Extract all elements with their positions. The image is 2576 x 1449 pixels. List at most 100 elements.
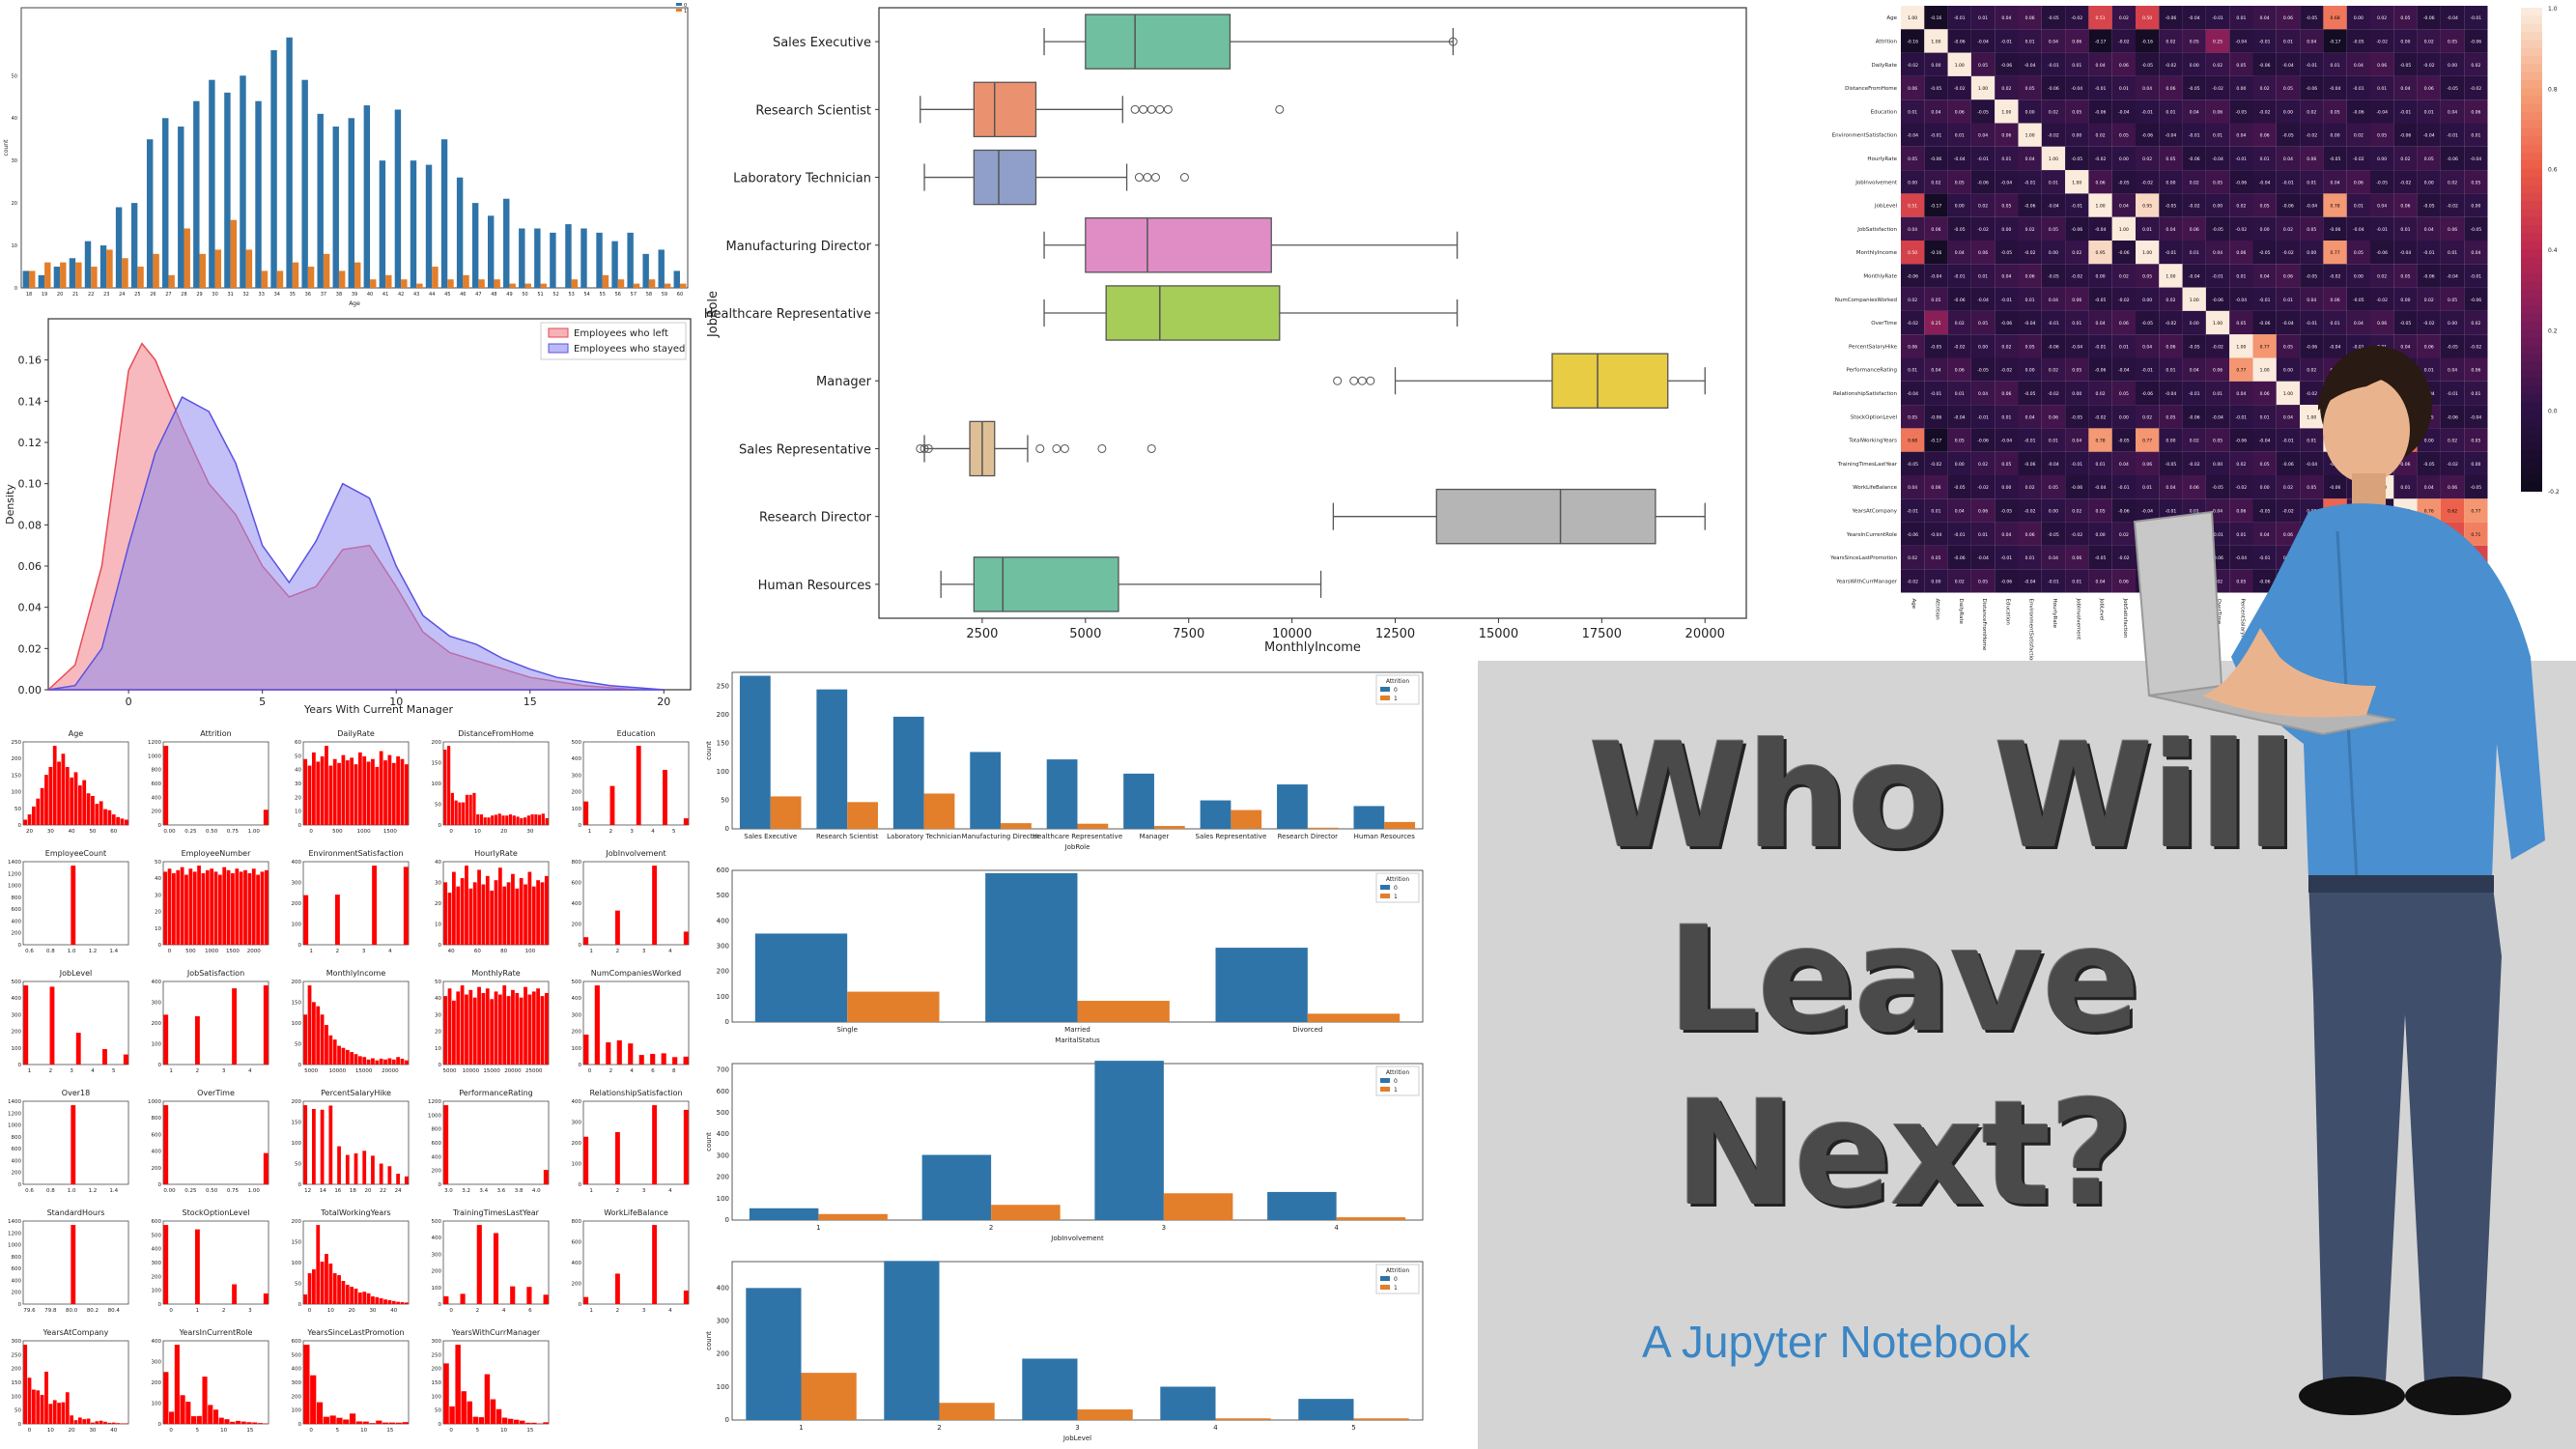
heatmap-value: 0.06 xyxy=(2424,344,2434,350)
heatmap-cell xyxy=(2111,29,2136,53)
histogram-bar xyxy=(467,1401,472,1424)
heatmap-cell xyxy=(2464,475,2488,499)
x-tick-label: Divorced xyxy=(1292,1026,1322,1034)
heatmap-value: -0.06 xyxy=(2259,63,2271,69)
heatmap-cell xyxy=(2088,216,2112,241)
heatmap-value: 0.04 xyxy=(2096,579,2106,584)
histogram-bar xyxy=(188,868,193,945)
heatmap-value: -0.04 xyxy=(2236,39,2248,44)
histogram-bar xyxy=(312,1108,316,1184)
heatmap-cell xyxy=(2018,287,2042,311)
bar xyxy=(370,279,377,288)
legend-swatch xyxy=(1380,1078,1390,1083)
heatmap-value: 0.04 xyxy=(2166,227,2175,233)
y-tick-label: 200 xyxy=(432,1269,442,1275)
histogram-bar xyxy=(484,1374,491,1424)
x-tick-label: 2 xyxy=(609,829,613,835)
heatmap-cell xyxy=(2041,381,2066,406)
heatmap-value: 0.01 xyxy=(2424,368,2434,374)
x-tick-label: 0.8 xyxy=(46,1188,55,1194)
y-tick-label: 0 xyxy=(18,943,22,949)
heatmap-value: -0.06 xyxy=(2282,204,2294,210)
heatmap-cell xyxy=(2159,146,2183,171)
heatmap-cell xyxy=(2464,216,2488,241)
x-tick-label: 4 xyxy=(630,1068,634,1074)
colorbar-segment xyxy=(2521,168,2542,178)
heatmap-cell xyxy=(2088,569,2112,593)
histogram-bar xyxy=(476,1225,482,1304)
heatmap-cell xyxy=(2252,357,2277,382)
x-tick-label: 1 xyxy=(589,949,593,954)
heatmap-cell xyxy=(2417,29,2441,53)
heatmap-cell xyxy=(2300,334,2324,358)
y-tick-label: 200 xyxy=(12,756,22,762)
histogram-bar xyxy=(382,1422,389,1424)
histogram-bar xyxy=(246,1422,252,1424)
heatmap-cell xyxy=(1995,522,2019,546)
heatmap-cell xyxy=(2111,545,2136,570)
person-with-laptop-illustration xyxy=(2133,346,2545,1415)
histogram-bar xyxy=(217,874,222,945)
heatmap-value: -0.01 xyxy=(1907,508,1918,514)
count-bar xyxy=(1353,1418,1409,1420)
heatmap-value: -0.05 xyxy=(2095,298,2107,303)
legend-label: 1 xyxy=(1394,1087,1398,1094)
y-tick-label: 100 xyxy=(292,923,302,928)
heatmap-value: -0.04 xyxy=(2166,391,2177,397)
y-tick-label: 600 xyxy=(717,867,729,874)
heatmap-value: -0.02 xyxy=(2306,391,2317,397)
histogram-bar xyxy=(251,868,256,945)
heatmap-cell xyxy=(2323,6,2347,30)
histogram-bar xyxy=(465,794,469,825)
heatmap-value: 0.00 xyxy=(2096,273,2106,279)
heatmap-value: -0.06 xyxy=(1954,298,1966,303)
heatmap-cell xyxy=(1924,405,1948,429)
heatmap-cell xyxy=(2111,146,2136,171)
heatmap-value: 0.01 xyxy=(2471,133,2480,139)
heatmap-cell xyxy=(2464,381,2488,406)
x-tick-label: 55 xyxy=(600,292,606,298)
heatmap-cell xyxy=(2229,498,2253,523)
histogram-bar xyxy=(362,756,367,825)
heatmap-cell xyxy=(2464,287,2488,311)
histogram-bar xyxy=(468,989,473,1065)
heatmap-value: 0.02 xyxy=(2424,298,2434,303)
heatmap-value: 0.00 xyxy=(2424,439,2434,444)
heatmap-value: 0.06 xyxy=(2400,462,2410,468)
x-tick-label: 39 xyxy=(352,292,357,298)
bar xyxy=(602,274,609,288)
histogram-bar xyxy=(341,1281,346,1304)
histogram-bar xyxy=(477,869,481,945)
x-tick-label: 1000 xyxy=(357,829,371,835)
heatmap-value: 0.05 xyxy=(2283,86,2293,92)
bar xyxy=(270,49,277,288)
heatmap-cell xyxy=(2041,170,2066,194)
plot-frame xyxy=(22,980,129,1065)
bar xyxy=(261,270,269,288)
heatmap-value: -0.02 xyxy=(2118,298,2130,303)
x-tick-label: 500 xyxy=(185,949,196,954)
heatmap-cell xyxy=(2440,405,2465,429)
heatmap-value: 0.01 xyxy=(2400,485,2410,491)
heatmap-cell xyxy=(2300,99,2324,124)
histogram-bar xyxy=(534,814,538,825)
y-tick-label: 600 xyxy=(12,1266,22,1272)
heatmap-cell xyxy=(2159,241,2183,265)
plot-frame xyxy=(22,1220,129,1305)
heatmap-cell xyxy=(1947,357,1971,382)
heatmap-value: 0.06 xyxy=(1931,485,1940,491)
heatmap-value: 0.01 xyxy=(1978,273,1988,279)
heatmap-value: -0.06 xyxy=(2166,15,2177,21)
bar xyxy=(146,139,154,288)
heatmap-value: -0.02 xyxy=(1907,321,1918,327)
y-tick-label: 400 xyxy=(12,919,22,924)
heatmap-cell xyxy=(1947,123,1971,147)
x-tick-label: 3 xyxy=(1162,1224,1166,1232)
y-tick-label: 50 xyxy=(155,860,161,866)
x-tick-label: 4 xyxy=(1334,1224,1339,1232)
heatmap-value: -0.05 xyxy=(1931,344,1942,350)
y-tick-label: 0.04 xyxy=(18,602,42,614)
heatmap-value: 0.06 xyxy=(2471,368,2480,374)
histogram-bar xyxy=(520,817,524,825)
heatmap-value: 0.01 xyxy=(1978,15,1988,21)
